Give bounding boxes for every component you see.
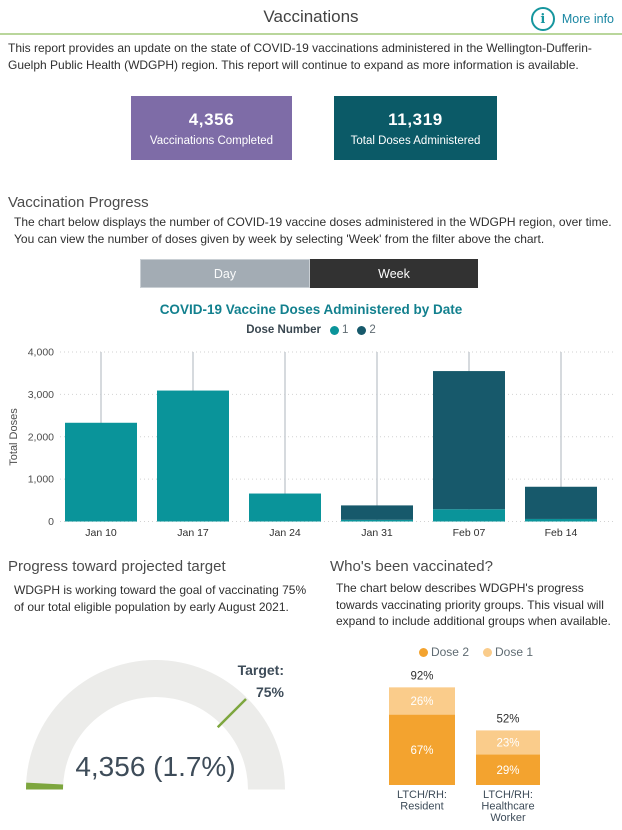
who-section-body: The chart below describes WDGPH's progre…	[336, 581, 611, 629]
bar-dose2-resident[interactable]	[389, 714, 455, 785]
more-info-button[interactable]: i More info	[530, 7, 614, 31]
category-label: Resident	[400, 801, 443, 813]
bar-dose1-healthcare[interactable]	[476, 730, 540, 755]
target-section-body: WDGPH is working toward the goal of vacc…	[14, 583, 307, 614]
bar-dose1-Jan-24[interactable]	[249, 493, 321, 522]
vaccination-progress-heading: Vaccination Progress	[8, 194, 149, 211]
intro-text: This report provides an update on the st…	[8, 41, 592, 73]
legend-title: Dose Number	[246, 324, 321, 336]
bar-dose2-healthcare[interactable]	[476, 754, 540, 785]
dose2-segment-label: 67%	[410, 745, 433, 757]
who-section-heading: Who's been vaccinated?	[330, 558, 493, 575]
dose1-swatch	[329, 325, 339, 335]
gauge-target-label: 75%	[256, 684, 285, 700]
dose1-segment-label: 23%	[496, 737, 519, 749]
day-week-filter: Day Week	[140, 259, 478, 288]
x-axis-tick: Jan 31	[361, 527, 393, 539]
bar-dose2-Jan-31[interactable]	[341, 505, 413, 520]
legend-item-dose-2[interactable]: 2	[357, 324, 376, 336]
page-title: Vaccinations	[263, 7, 359, 26]
y-axis-tick: 4,000	[28, 347, 54, 359]
category-label: LTCH/RH:	[397, 789, 447, 801]
info-icon[interactable]: i	[530, 7, 555, 31]
dose1-segment-label: 26%	[410, 696, 433, 708]
y-axis-tick: 0	[48, 516, 54, 528]
bar-dose1-resident[interactable]	[389, 687, 455, 715]
vaccination-progress-body: The chart below displays the number of C…	[14, 215, 612, 246]
bar-dose1-Feb-14[interactable]	[525, 518, 597, 522]
legend-item-dose-1[interactable]: Dose 1	[483, 645, 533, 659]
y-axis-tick: 3,000	[28, 389, 54, 401]
x-axis-tick: Jan 24	[269, 527, 301, 539]
gauge-value-arc	[25, 782, 64, 790]
legend-label: 2	[369, 324, 376, 336]
gauge-value-label: 4,356 (1.7%)	[75, 751, 235, 782]
gauge-target-tick	[216, 698, 247, 729]
doses-chart-title: COVID-19 Vaccine Doses Administered by D…	[159, 302, 463, 317]
gauge-track	[26, 660, 285, 790]
toggle-day-button[interactable]: Day	[140, 259, 310, 288]
y-axis-tick: 1,000	[28, 474, 54, 486]
kpi-card-vaccinations-completed: 4,356 Vaccinations Completed	[131, 96, 292, 160]
kpi-card-total-doses: 11,319 Total Doses Administered	[334, 96, 497, 160]
more-info-label: More info	[561, 12, 614, 26]
who-chart-legend: Dose 2 Dose 1	[330, 645, 622, 659]
y-axis-title: Total Doses	[8, 408, 20, 466]
category-label: Healthcare	[481, 801, 534, 813]
total-label: 92%	[410, 670, 433, 682]
dose2-segment-label: 29%	[496, 765, 519, 777]
target-section-heading: Progress toward projected target	[8, 558, 226, 575]
x-axis-tick: Feb 07	[453, 527, 486, 539]
kpi-label: Total Doses Administered	[350, 134, 481, 147]
progress-gauge: Target: 75% 4,356 (1.7%)	[25, 660, 285, 790]
legend-label: Dose 2	[430, 645, 469, 659]
bar-dose1-Feb-07[interactable]	[433, 509, 505, 522]
kpi-value: 11,319	[388, 109, 443, 129]
x-axis-tick: Jan 17	[177, 527, 209, 539]
category-label: Worker	[490, 812, 526, 824]
kpi-label: Vaccinations Completed	[149, 134, 274, 147]
doses-by-date-chart: 0 1,000 2,000 3,000 4,000 Total Doses Jan 10 Ja…	[8, 347, 616, 539]
x-axis-tick: Jan 10	[85, 527, 117, 539]
header-divider	[0, 33, 622, 35]
dose2-swatch	[418, 647, 428, 657]
bar-dose1-Jan-10[interactable]	[65, 422, 137, 522]
bar-dose2-Feb-07[interactable]	[433, 371, 505, 510]
kpi-value: 4,356	[188, 109, 235, 129]
bar-dose1-Jan-17[interactable]	[157, 390, 229, 522]
legend-label: Dose 1	[495, 645, 534, 659]
bar-dose2-Feb-14[interactable]	[525, 486, 597, 519]
legend-item-dose-1[interactable]: 1	[329, 324, 349, 336]
toggle-week-button[interactable]: Week	[310, 259, 478, 288]
dose1-swatch	[483, 647, 492, 657]
legend-item-dose-2[interactable]: Dose 2	[418, 645, 469, 659]
x-axis-tick: Feb 14	[545, 527, 578, 539]
legend-label: 1	[341, 324, 349, 336]
total-label: 52%	[496, 713, 519, 725]
gauge-target-label: Target:	[238, 662, 284, 678]
category-label: LTCH/RH:	[483, 789, 533, 801]
priority-groups-chart: 92%26%67%LTCH/RH:Resident52%23%29%LTCH/R…	[389, 670, 540, 824]
bar-dose1-Jan-31[interactable]	[341, 519, 413, 522]
y-axis-tick: 2,000	[28, 431, 54, 443]
doses-chart-legend: Dose Number 1 2	[0, 324, 622, 336]
dose2-swatch	[357, 325, 367, 335]
